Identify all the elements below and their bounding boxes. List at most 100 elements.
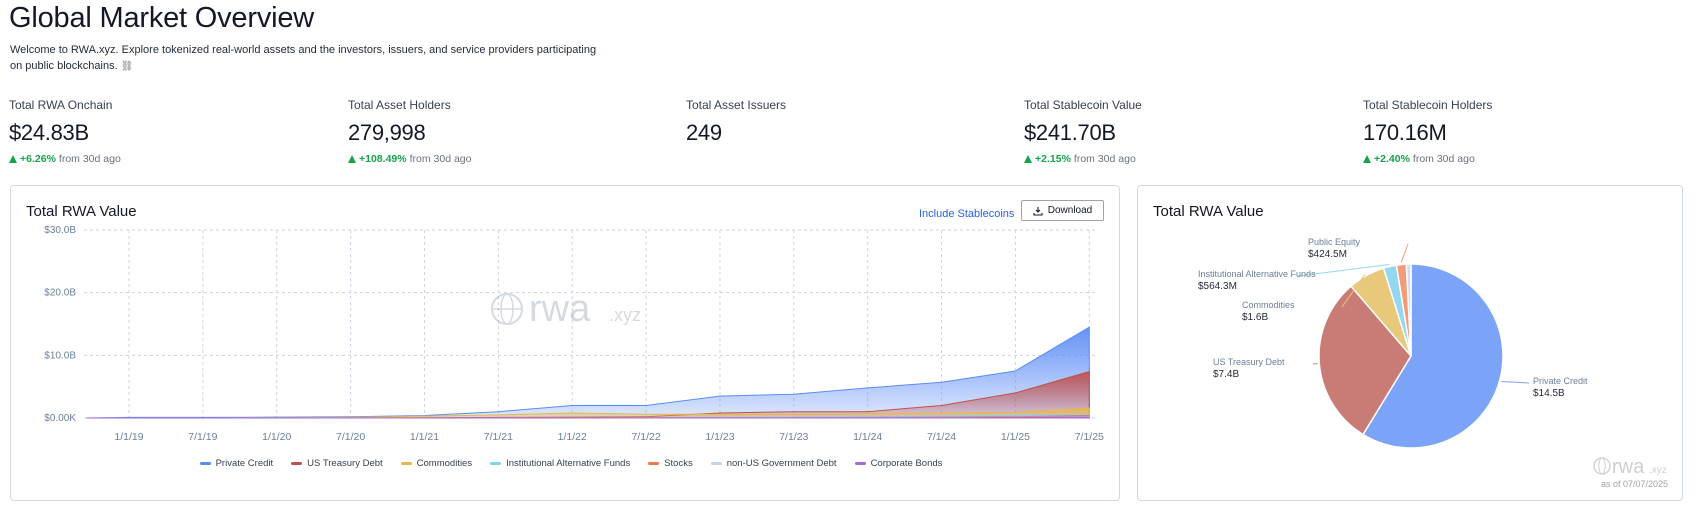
stat-value: 249 bbox=[686, 120, 722, 145]
as-of-date: as of 07/07/2025 bbox=[1601, 479, 1668, 489]
legend-swatch bbox=[490, 462, 502, 465]
stat-change-suffix: from 30d ago bbox=[58, 153, 121, 165]
stat-change-pct: +2.40% bbox=[1374, 153, 1410, 165]
stat-label: Total Asset Issuers bbox=[686, 98, 787, 112]
up-arrow-icon bbox=[1024, 155, 1032, 163]
stat-label: Total Stablecoin Value bbox=[1024, 98, 1142, 112]
pie-value-label: $564.3M bbox=[1198, 281, 1237, 292]
x-tick-label: 7/1/25 bbox=[1075, 431, 1104, 443]
stat-value: 170.16M bbox=[1363, 120, 1447, 145]
include-stablecoins-toggle[interactable]: Include Stablecoins bbox=[919, 208, 1015, 220]
download-label: Download bbox=[1047, 205, 1093, 216]
legend-item[interactable]: US Treasury Debt bbox=[291, 458, 383, 469]
watermark-suffix: .xyz bbox=[609, 305, 641, 325]
watermark-text: rwa bbox=[529, 288, 591, 330]
x-tick-label: 7/1/24 bbox=[927, 431, 956, 443]
legend-label: Institutional Alternative Funds bbox=[506, 458, 631, 469]
watermark-suffix: .xyz bbox=[1649, 465, 1667, 476]
legend-swatch bbox=[854, 462, 866, 465]
stat-change: +2.15% from 30d ago bbox=[1024, 153, 1324, 165]
legend-swatch bbox=[648, 462, 660, 465]
stat-change-suffix: from 30d ago bbox=[409, 153, 472, 165]
legend-swatch bbox=[710, 462, 722, 465]
stat-label: Total Asset Holders bbox=[348, 98, 451, 112]
page-title: Global Market Overview bbox=[9, 2, 315, 34]
stat-value: $24.83B bbox=[9, 120, 89, 145]
legend-label: Commodities bbox=[416, 458, 473, 469]
rwa-value-pie-card: Total RWA Value Private Credit $14.5B US T… bbox=[1137, 185, 1683, 501]
pie-value-label: $14.5B bbox=[1533, 388, 1565, 399]
watermark-text: rwa bbox=[1612, 456, 1645, 478]
chart-legend: Private Credit US Treasury Debt Commoditie… bbox=[11, 458, 1131, 469]
stat-change-pct: +6.26% bbox=[20, 153, 56, 165]
x-tick-label: 1/1/21 bbox=[410, 431, 439, 443]
legend-swatch bbox=[400, 462, 412, 465]
x-tick-label: 1/1/19 bbox=[114, 431, 143, 443]
stat-change: +6.26% from 30d ago bbox=[9, 153, 309, 165]
pie-leader-line bbox=[1400, 243, 1409, 263]
legend-label: Private Credit bbox=[215, 458, 274, 469]
y-tick-label: $30.0B bbox=[44, 225, 76, 236]
stat-change-pct: +108.49% bbox=[359, 153, 407, 165]
stat-change-pct: +2.15% bbox=[1035, 153, 1071, 165]
pie-label: US Treasury Debt bbox=[1213, 357, 1285, 367]
y-tick-label: $10.0B bbox=[44, 350, 76, 361]
legend-item[interactable]: non-US Government Debt bbox=[710, 458, 837, 469]
stat-value: 279,998 bbox=[348, 120, 426, 145]
x-tick-label: 7/1/21 bbox=[484, 431, 513, 443]
page-subtitle: Welcome to RWA.xyz. Explore tokenized re… bbox=[10, 42, 600, 75]
up-arrow-icon bbox=[1363, 155, 1371, 163]
rwa-value-chart-card: Total RWA Value Include Stablecoins Down… bbox=[10, 185, 1120, 501]
x-tick-label: 7/1/19 bbox=[188, 431, 217, 443]
pie-label: Institutional Alternative Funds bbox=[1198, 269, 1316, 279]
subtitle-text: Welcome to RWA.xyz. Explore tokenized re… bbox=[10, 44, 597, 72]
download-icon bbox=[1033, 206, 1043, 216]
stat-total-stablecoin-value: Total Stablecoin Value $241.70B +2.15% fr… bbox=[1024, 98, 1324, 165]
legend-label: Corporate Bonds bbox=[870, 458, 943, 469]
legend-swatch bbox=[291, 462, 303, 465]
y-tick-label: $0.00K bbox=[44, 413, 76, 424]
stat-label: Total Stablecoin Holders bbox=[1363, 98, 1493, 112]
pie-label: Commodities bbox=[1242, 300, 1295, 310]
legend-item[interactable]: Commodities bbox=[400, 458, 473, 469]
x-tick-label: 1/1/22 bbox=[558, 431, 587, 443]
x-tick-label: 7/1/23 bbox=[779, 431, 808, 443]
legend-item[interactable]: Private Credit bbox=[199, 458, 274, 469]
download-button[interactable]: Download bbox=[1021, 200, 1104, 221]
stat-change: +108.49% from 30d ago bbox=[348, 153, 648, 165]
pie-value-label: $424.5M bbox=[1308, 249, 1347, 260]
pie-watermark: rwa .xyz bbox=[1593, 456, 1667, 478]
stat-change-suffix: from 30d ago bbox=[1412, 153, 1475, 165]
stat-change: +2.40% from 30d ago bbox=[1363, 153, 1663, 165]
stat-total-rwa: Total RWA Onchain $24.83B +6.26% from 30d… bbox=[9, 98, 309, 165]
x-tick-label: 1/1/20 bbox=[262, 431, 291, 443]
stat-total-asset-holders: Total Asset Holders 279,998 +108.49% from… bbox=[348, 98, 648, 165]
x-tick-label: 7/1/20 bbox=[336, 431, 365, 443]
area-series-0 bbox=[85, 326, 1090, 419]
rwa-watermark: rwa .xyz bbox=[491, 288, 641, 330]
stat-label: Total RWA Onchain bbox=[9, 98, 113, 112]
legend-item[interactable]: Corporate Bonds bbox=[854, 458, 943, 469]
legend-item[interactable]: Stocks bbox=[648, 458, 693, 469]
pie-slice bbox=[1318, 285, 1412, 436]
stat-total-asset-issuers: Total Asset Issuers 249 bbox=[686, 98, 986, 146]
link-icon[interactable]: ⛓ bbox=[120, 61, 134, 72]
pie-value-label: $7.4B bbox=[1213, 369, 1239, 380]
pie-slice bbox=[1405, 263, 1412, 357]
stat-change-suffix: from 30d ago bbox=[1073, 153, 1136, 165]
area-series-6 bbox=[86, 416, 1090, 419]
legend-label: US Treasury Debt bbox=[307, 458, 383, 469]
pie-title: Total RWA Value bbox=[1153, 203, 1264, 220]
legend-label: Stocks bbox=[664, 458, 693, 469]
x-tick-label: 1/1/25 bbox=[1001, 431, 1030, 443]
stat-value: $241.70B bbox=[1024, 120, 1116, 145]
pie-leader-line bbox=[1341, 273, 1366, 308]
globe-icon bbox=[1593, 457, 1611, 475]
pie-label: Public Equity bbox=[1308, 237, 1361, 247]
up-arrow-icon bbox=[348, 155, 356, 163]
x-tick-label: 7/1/22 bbox=[631, 431, 660, 443]
pie-label: Private Credit bbox=[1533, 376, 1588, 386]
pie-value-label: $1.6B bbox=[1242, 312, 1268, 323]
legend-item[interactable]: Institutional Alternative Funds bbox=[490, 458, 630, 469]
legend-swatch bbox=[199, 462, 211, 465]
